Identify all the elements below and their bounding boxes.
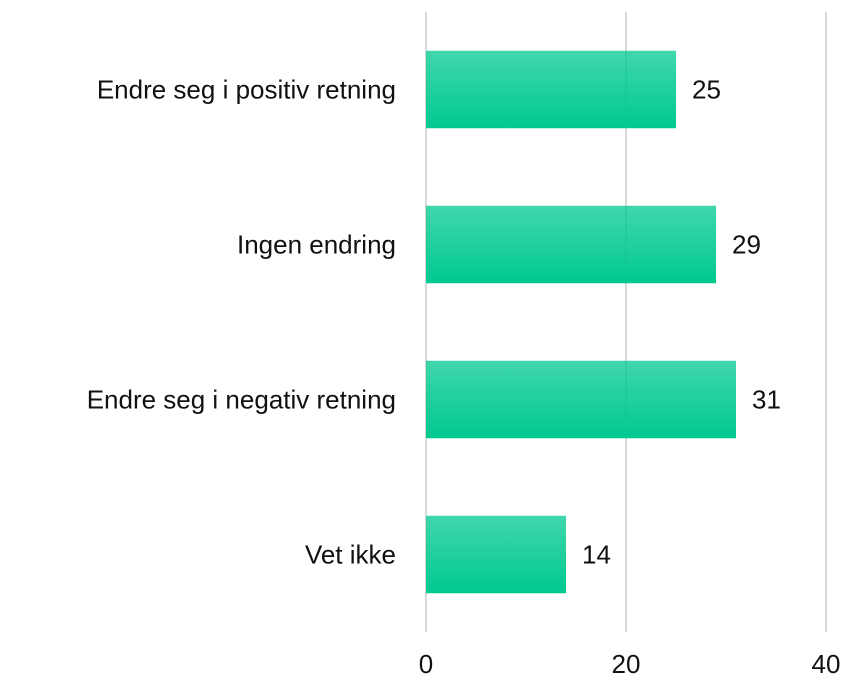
data-label: 29 (732, 229, 761, 259)
data-label: 25 (692, 74, 721, 104)
data-label: 31 (752, 384, 781, 414)
x-tick-label: 40 (812, 649, 841, 679)
bar (426, 50, 676, 129)
y-tick-label: Endre seg i negativ retning (87, 384, 396, 414)
data-label: 14 (582, 539, 611, 569)
bar (426, 205, 716, 284)
x-tick-label: 20 (612, 649, 641, 679)
x-tick-label: 0 (419, 649, 433, 679)
y-tick-label: Ingen endring (237, 229, 396, 259)
y-tick-label: Vet ikke (305, 539, 396, 569)
y-tick-label: Endre seg i positiv retning (97, 74, 396, 104)
bar (426, 515, 566, 594)
bar (426, 360, 736, 439)
